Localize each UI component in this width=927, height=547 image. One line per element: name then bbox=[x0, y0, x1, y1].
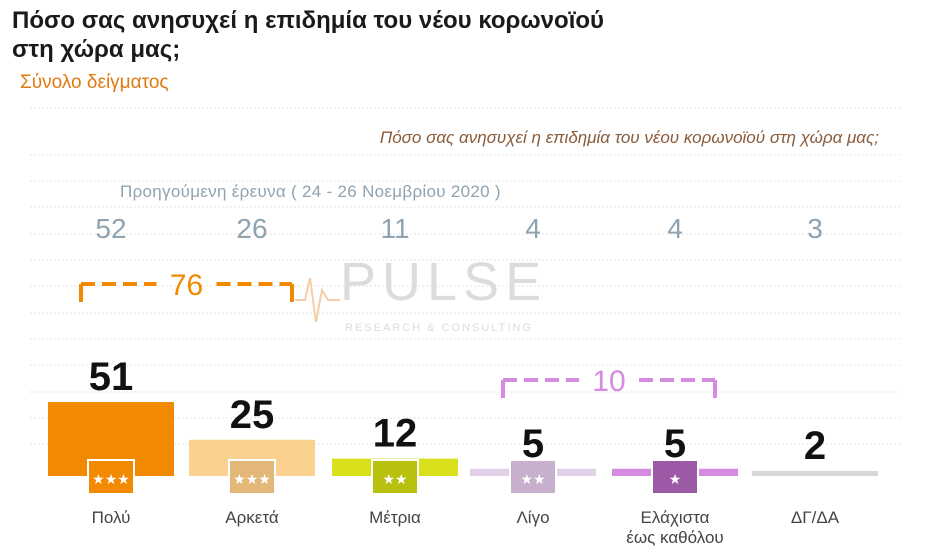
star-badge bbox=[87, 459, 135, 495]
watermark-name: PULSE bbox=[340, 252, 547, 312]
chart-marks: 5251★★★Πολύ2625★★★Αρκετά1112★★Μέτρια45★★… bbox=[48, 213, 878, 547]
star-icon: ★★ bbox=[382, 472, 407, 488]
star-icon: ★★★ bbox=[92, 472, 130, 488]
category-label-line: Μέτρια bbox=[369, 508, 421, 527]
bracket-total-label: 10 bbox=[592, 365, 625, 398]
value-label: 5 bbox=[664, 422, 686, 466]
star-icon: ★ bbox=[669, 472, 682, 488]
category-label: Μέτρια bbox=[369, 508, 421, 527]
category-label-line: Αρκετά bbox=[225, 508, 279, 527]
star-icon: ★★ bbox=[520, 472, 545, 488]
category-label-line: Ελάχιστα bbox=[641, 508, 710, 527]
bar bbox=[752, 471, 878, 476]
watermark-tagline: RESEARCH & CONSULTING bbox=[345, 322, 533, 334]
category-label: Λίγο bbox=[516, 508, 549, 527]
star-badge bbox=[228, 459, 276, 495]
bracket-total-label: 76 bbox=[170, 269, 203, 302]
previous-value-label: 26 bbox=[236, 213, 267, 244]
category-label-line: Λίγο bbox=[516, 508, 549, 527]
star-badge bbox=[371, 459, 419, 495]
previous-survey-caption: Προηγούμενη έρευνα ( 24 - 26 Νοεμβρίου 2… bbox=[120, 182, 501, 201]
category-label: Πολύ bbox=[92, 508, 131, 527]
value-label: 51 bbox=[89, 355, 134, 399]
category-label: Ελάχιστα έως καθόλου bbox=[626, 508, 723, 547]
question-text: Πόσο σας ανησυχεί η επιδημία του νέου κο… bbox=[379, 128, 879, 147]
pulse-watermark: PULSE RESEARCH & CONSULTING bbox=[295, 252, 547, 334]
previous-value-label: 52 bbox=[95, 213, 126, 244]
category-label-line: ΔΓ/ΔΑ bbox=[791, 508, 840, 527]
category-label-line: έως καθόλου bbox=[626, 528, 723, 547]
category-label: Αρκετά bbox=[225, 508, 279, 527]
value-label: 2 bbox=[804, 424, 826, 468]
category-label: ΔΓ/ΔΑ bbox=[791, 508, 840, 527]
value-label: 25 bbox=[230, 393, 275, 437]
chart-subtitle: Σύνολο δείγματος bbox=[20, 72, 169, 93]
gridlines bbox=[30, 107, 900, 445]
value-label: 5 bbox=[522, 422, 544, 466]
value-label: 12 bbox=[373, 412, 418, 456]
star-badge bbox=[651, 459, 699, 495]
category-label-line: Πολύ bbox=[92, 508, 131, 527]
previous-value-label: 4 bbox=[667, 213, 683, 244]
previous-value-label: 4 bbox=[525, 213, 541, 244]
watermark-pulse-line bbox=[295, 277, 340, 323]
previous-value-label: 11 bbox=[380, 213, 409, 244]
previous-value-label: 3 bbox=[807, 213, 823, 244]
star-icon: ★★★ bbox=[233, 472, 271, 488]
chart-title: Πόσο σας ανησυχεί η επιδημία του νέου κο… bbox=[12, 7, 604, 63]
star-badge bbox=[509, 459, 557, 495]
